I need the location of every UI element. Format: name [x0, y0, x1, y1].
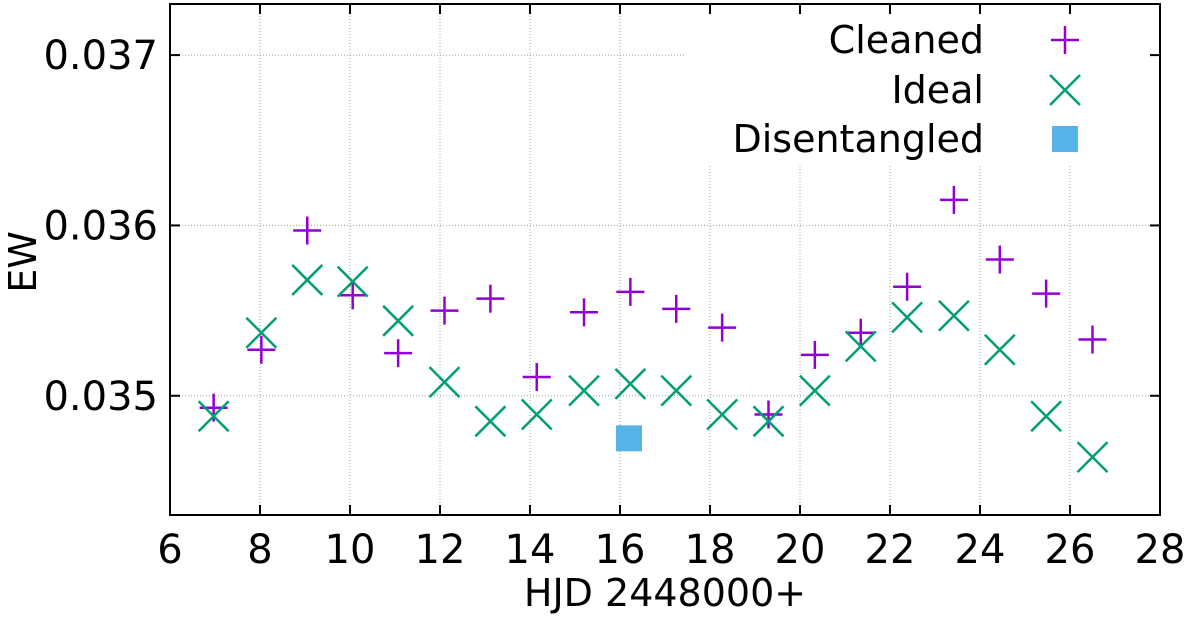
ideal-point — [520, 398, 553, 431]
x-tick-label: 6 — [157, 527, 182, 573]
square-marker — [616, 425, 642, 452]
x-tick-label: 18 — [685, 527, 736, 573]
square-marker — [1052, 126, 1078, 152]
cleaned-point — [247, 335, 276, 364]
ideal-point — [1030, 400, 1063, 433]
x-tick-label: 14 — [505, 527, 556, 573]
cross-marker-b — [844, 330, 877, 363]
x-tick-label: 12 — [415, 527, 466, 573]
legend-marker-cleaned — [1051, 26, 1079, 54]
legend-label-cleaned: Cleaned — [829, 18, 984, 62]
x-axis-label: HJD 2448000+ — [524, 571, 806, 615]
ideal-point — [983, 333, 1016, 366]
cleaned-point — [1078, 325, 1107, 354]
cross-marker-b — [520, 398, 553, 431]
cross-marker-b — [382, 304, 415, 337]
cross-marker-b — [891, 301, 923, 334]
cleaned-point — [522, 363, 551, 392]
cleaned-point — [939, 185, 968, 214]
cross-marker-b — [428, 366, 461, 399]
cross-marker-b — [291, 264, 324, 296]
cleaned-point — [616, 277, 645, 306]
cleaned-point — [570, 298, 598, 327]
ideal-point — [245, 316, 278, 349]
ideal-point — [1076, 441, 1109, 473]
ideal-point — [474, 405, 507, 438]
legend-marker-disentangled — [1052, 126, 1078, 152]
ideal-point — [752, 405, 785, 438]
cross-marker-b — [474, 405, 507, 438]
cross-marker-b — [660, 374, 693, 407]
x-tick-label: 22 — [865, 527, 916, 573]
x-tick-label: 24 — [955, 527, 1006, 573]
cross-marker-b — [614, 367, 647, 400]
cleaned-point — [293, 216, 322, 245]
axis-ticks: 6 8 10 12 14 16 18 20 22 24 26 28 0.035 0.036 0.037 — [43, 4, 1185, 573]
cross-marker-b — [983, 333, 1016, 366]
cleaned-point — [430, 296, 459, 325]
y-tick-label: 0.035 — [43, 374, 158, 420]
cross-marker-b — [798, 374, 831, 407]
cleaned-point — [985, 245, 1014, 274]
cleaned-point — [754, 400, 783, 429]
ideal-point — [798, 374, 831, 407]
cleaned-point — [800, 340, 829, 369]
cross-marker-b — [752, 405, 785, 438]
ideal-point — [660, 374, 693, 407]
x-tick-label: 10 — [325, 527, 376, 573]
legend-background — [686, 6, 1158, 164]
cleaned-point — [662, 294, 691, 323]
disentangled-point — [616, 425, 642, 452]
y-axis-label: EW — [1, 231, 45, 293]
cross-marker-b — [938, 299, 970, 332]
cleaned-point — [476, 284, 505, 313]
cleaned-point — [708, 313, 737, 342]
ideal-point — [382, 304, 415, 337]
cleaned-point — [893, 272, 922, 301]
y-tick-label: 0.036 — [43, 203, 158, 249]
ideal-point — [197, 400, 230, 433]
cross-marker-b — [1030, 400, 1063, 433]
ideal-point — [614, 367, 647, 400]
cleaned-point — [846, 318, 875, 347]
cross-marker-b — [1049, 74, 1081, 106]
cleaned-point — [1032, 279, 1061, 308]
ideal-point — [428, 366, 461, 399]
legend-marker-ideal — [1049, 74, 1081, 106]
legend-label-ideal: Ideal — [891, 68, 984, 112]
ideal-point — [844, 330, 877, 363]
cleaned-point — [384, 339, 413, 368]
x-tick-label: 26 — [1045, 527, 1096, 573]
ideal-point — [291, 264, 324, 296]
ideal-point — [891, 301, 923, 334]
plot-frame — [169, 3, 1161, 516]
x-tick-label: 28 — [1135, 527, 1186, 573]
cross-marker-b — [197, 400, 230, 433]
ideal-point — [336, 265, 369, 298]
cross-marker-b — [336, 265, 369, 298]
data-points — [197, 185, 1109, 473]
cleaned-point — [338, 281, 367, 310]
y-tick-label: 0.037 — [43, 33, 158, 79]
ideal-point — [706, 398, 739, 431]
x-tick-label: 8 — [247, 527, 272, 573]
ideal-point — [568, 374, 600, 407]
cross-marker-b — [568, 374, 600, 407]
x-tick-label: 16 — [595, 527, 646, 573]
cross-marker-b — [1076, 441, 1109, 473]
legend: Cleaned Ideal Disentangled — [732, 18, 1081, 161]
ideal-point — [938, 299, 970, 332]
cross-marker-b — [245, 316, 278, 349]
x-tick-label: 20 — [775, 527, 826, 573]
cross-marker-b — [706, 398, 739, 431]
legend-label-disentangled: Disentangled — [732, 117, 984, 161]
